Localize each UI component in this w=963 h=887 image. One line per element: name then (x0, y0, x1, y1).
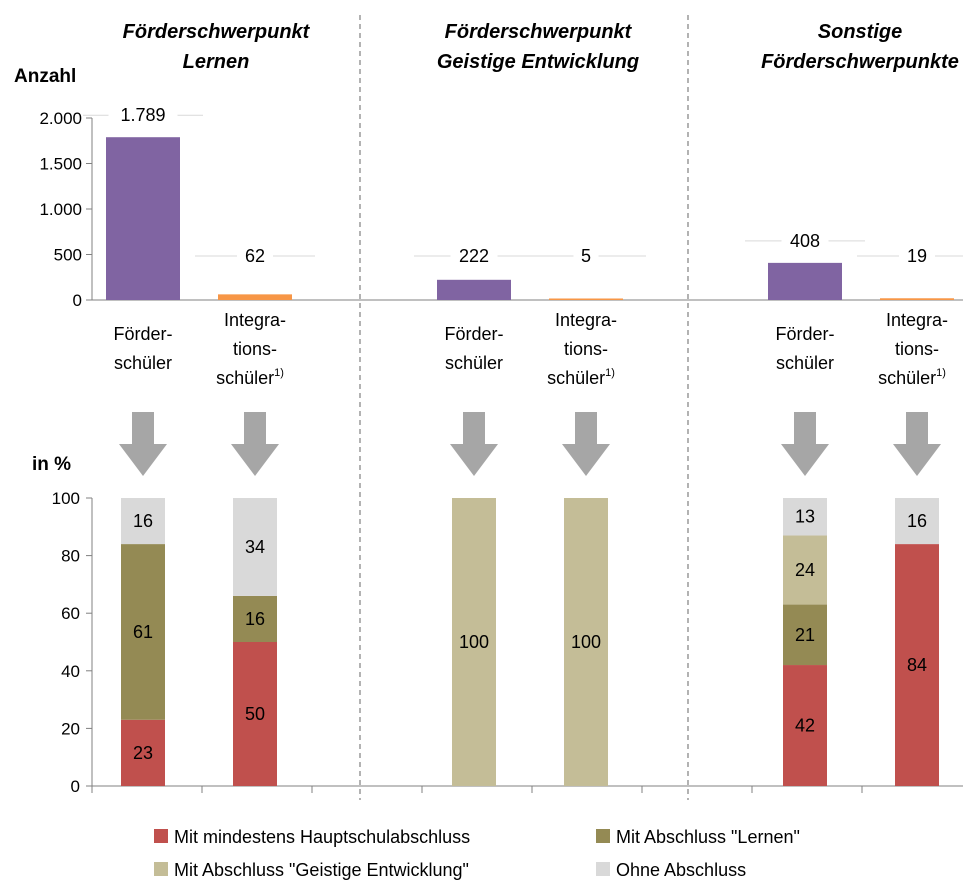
top-y-tick-label-1: 500 (54, 246, 82, 265)
stack-segment-1-3 (233, 498, 277, 596)
stack-segment-0-3 (121, 498, 165, 545)
stack-value-3-2: 100 (571, 632, 601, 652)
legend-swatch-3 (596, 862, 610, 876)
category-label-0-line-1: schüler (114, 353, 172, 373)
top-bar-5 (880, 298, 954, 300)
top-bar-1 (218, 294, 292, 300)
bottom-y-tick-label-3: 60 (61, 604, 80, 623)
category-label-1-line-0: Integra- (224, 310, 286, 330)
top-bar-value-1: 62 (245, 246, 265, 266)
down-arrow-icon-0 (119, 412, 167, 476)
top-bar-value-0: 1.789 (120, 105, 165, 125)
category-label-4-line-1: schüler (776, 353, 834, 373)
stack-segment-0-0 (121, 719, 165, 786)
stack-segment-5-0 (895, 544, 939, 786)
stack-segment-3-2 (564, 498, 608, 786)
section-title-1-line-0: Förderschwerpunkt (445, 21, 633, 43)
stack-value-1-1: 16 (245, 609, 265, 629)
legend-label-1: Mit Abschluss "Lernen" (616, 827, 800, 847)
stack-value-4-1: 21 (795, 625, 815, 645)
stack-value-5-0: 84 (907, 655, 927, 675)
stack-segment-4-2 (783, 535, 827, 605)
legend-label-2: Mit Abschluss "Geistige Entwicklung" (174, 860, 469, 880)
category-label-3-line-2: schüler1) (547, 367, 615, 388)
category-label-3-line-0: Integra- (555, 310, 617, 330)
stack-segment-4-0 (783, 665, 827, 786)
stack-value-1-0: 50 (245, 704, 265, 724)
bottom-y-tick-label-2: 40 (61, 662, 80, 681)
top-bar-value-2: 222 (459, 246, 489, 266)
section-title-1-line-1: Geistige Entwicklung (437, 51, 639, 73)
category-label-5-line-2: schüler1) (878, 367, 946, 388)
category-label-4-line-0: Förder- (775, 324, 834, 344)
top-bar-3 (549, 298, 623, 300)
section-title-0-line-0: Förderschwerpunkt (123, 21, 311, 43)
stack-value-0-1: 61 (133, 622, 153, 642)
down-arrow-icon-5 (893, 412, 941, 476)
category-label-1-line-2: schüler1) (216, 367, 284, 388)
stack-segment-4-1 (783, 604, 827, 666)
section-title-0-line-1: Lernen (183, 51, 250, 73)
top-y-tick-label-3: 1.500 (39, 155, 82, 174)
category-label-5-line-0: Integra- (886, 310, 948, 330)
stack-value-2-2: 100 (459, 632, 489, 652)
top-bar-4 (768, 262, 842, 300)
top-bar-value-3: 5 (581, 246, 591, 266)
bottom-y-tick-label-4: 80 (61, 547, 80, 566)
down-arrow-icon-2 (450, 412, 498, 476)
top-bar-value-4: 408 (790, 231, 820, 251)
stack-segment-5-3 (895, 498, 939, 545)
down-arrow-icon-1 (231, 412, 279, 476)
category-label-2-line-1: schüler (445, 353, 503, 373)
legend-label-3: Ohne Abschluss (616, 860, 746, 880)
category-label-5-line-1: tions- (895, 339, 939, 359)
stack-value-5-3: 16 (907, 511, 927, 531)
stack-value-1-3: 34 (245, 537, 265, 557)
category-label-0-line-0: Förder- (113, 324, 172, 344)
stack-value-0-0: 23 (133, 743, 153, 763)
bottom-y-axis-label: in % (32, 454, 71, 475)
top-y-axis-label: Anzahl (14, 66, 76, 87)
stack-value-4-2: 24 (795, 560, 815, 580)
category-label-1-line-1: tions- (233, 339, 277, 359)
top-bar-value-5: 19 (907, 246, 927, 266)
stack-segment-1-0 (233, 642, 277, 786)
top-bar-0 (106, 137, 180, 300)
category-label-5-footnote: 1) (936, 367, 946, 379)
stack-value-4-3: 13 (795, 507, 815, 527)
category-label-1-footnote: 1) (274, 367, 284, 379)
bottom-y-tick-label-1: 20 (61, 719, 80, 738)
bottom-y-tick-label-0: 0 (71, 777, 80, 796)
section-title-2-line-1: Förderschwerpunkte (761, 51, 959, 73)
top-y-tick-label-4: 2.000 (39, 109, 82, 128)
category-label-2-line-0: Förder- (444, 324, 503, 344)
stack-segment-4-3 (783, 498, 827, 536)
legend-label-0: Mit mindestens Hauptschulabschluss (174, 827, 470, 847)
down-arrow-icon-4 (781, 412, 829, 476)
category-label-3-footnote: 1) (605, 367, 615, 379)
stack-segment-1-1 (233, 595, 277, 642)
stack-segment-0-1 (121, 544, 165, 720)
top-y-tick-label-0: 0 (73, 291, 82, 310)
stack-value-4-0: 42 (795, 716, 815, 736)
legend-swatch-0 (154, 829, 168, 843)
category-label-3-line-1: tions- (564, 339, 608, 359)
section-title-2-line-0: Sonstige (818, 21, 902, 43)
top-bar-2 (437, 279, 511, 300)
down-arrow-icon-3 (562, 412, 610, 476)
bottom-y-tick-label-5: 100 (52, 489, 80, 508)
top-y-tick-label-2: 1.000 (39, 200, 82, 219)
legend-swatch-2 (154, 862, 168, 876)
legend-swatch-1 (596, 829, 610, 843)
stack-segment-2-2 (452, 498, 496, 786)
stack-value-0-3: 16 (133, 511, 153, 531)
